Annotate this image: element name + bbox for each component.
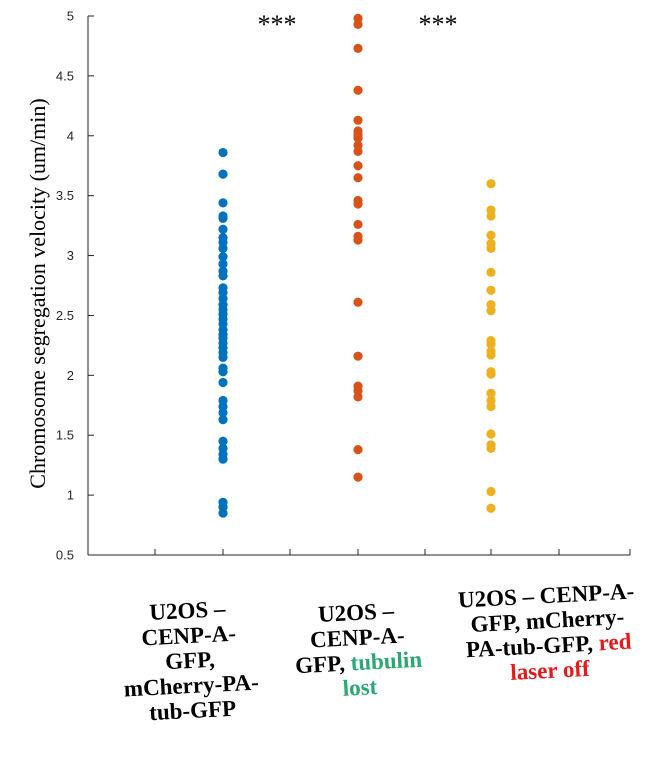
data-point xyxy=(486,211,496,221)
y-tick-label: 1 xyxy=(67,488,74,503)
data-point xyxy=(486,486,496,497)
data-point xyxy=(486,243,496,253)
data-point xyxy=(218,198,228,208)
category-label-2: U2OS – CENP-A- GFP, tubulin lost xyxy=(256,595,461,705)
scatter-chart: 0.5 1 1.5 2 2.5 3 3.5 4 4.5 5 *** *** Chromosome … xyxy=(25,9,631,563)
x-axis xyxy=(88,549,631,556)
data-point xyxy=(486,369,496,379)
data-point xyxy=(486,503,496,513)
data-point xyxy=(218,243,228,253)
y-axis: 0.5 1 1.5 2 2.5 3 3.5 4 4.5 5 xyxy=(56,9,94,563)
y-tick-label: 4 xyxy=(67,128,74,143)
data-point xyxy=(486,267,496,277)
y-tick-label: 5 xyxy=(67,9,74,24)
data-point xyxy=(218,352,228,362)
y-tick-label: 2.5 xyxy=(56,308,74,323)
data-point xyxy=(353,297,363,307)
category-label-part: tubulin lost xyxy=(342,646,423,701)
data-point xyxy=(353,472,363,482)
data-point xyxy=(218,415,228,425)
y-tick-label: 3 xyxy=(67,248,74,263)
data-point xyxy=(218,407,228,418)
data-point xyxy=(353,43,363,53)
data-point xyxy=(353,444,363,455)
data-point xyxy=(486,285,496,295)
data-point xyxy=(218,367,228,377)
y-axis-label: Chromosome segregation velocity (um/min) xyxy=(25,98,50,488)
data-point xyxy=(486,179,496,189)
data-point xyxy=(353,199,363,209)
data-point xyxy=(486,350,496,360)
y-tick-label: 2 xyxy=(67,368,74,383)
data-point xyxy=(218,259,228,269)
category-label-part: U2OS – CENP-A- GFP, mCherry-PA-tub-GFP xyxy=(123,596,260,726)
data-point xyxy=(218,213,228,224)
data-point xyxy=(218,436,228,446)
significance-marker-2: *** xyxy=(419,10,458,39)
data-point xyxy=(486,306,496,316)
y-tick-label: 1.5 xyxy=(56,428,74,443)
data-point xyxy=(353,173,363,183)
y-tick-label: 3.5 xyxy=(56,188,74,203)
data-point xyxy=(353,19,363,29)
data-point xyxy=(486,401,496,412)
data-point xyxy=(353,392,363,402)
y-tick-label: 0.5 xyxy=(56,548,74,563)
data-point xyxy=(218,224,228,234)
significance-marker-1: *** xyxy=(258,10,297,39)
data-point xyxy=(218,147,228,158)
data-point xyxy=(218,377,228,388)
y-tick-label: 4.5 xyxy=(56,68,74,83)
data-point xyxy=(218,454,228,464)
data-point xyxy=(486,388,496,398)
data-point xyxy=(353,161,363,171)
data-point xyxy=(353,219,363,230)
category-label-3: U2OS – CENP-A- GFP, mCherry- PA-tub-GFP, r… xyxy=(431,577,666,689)
data-point xyxy=(218,252,228,262)
data-point xyxy=(353,115,363,125)
data-point xyxy=(353,85,363,95)
data-point xyxy=(486,339,496,349)
data-point xyxy=(353,235,363,245)
data-point xyxy=(486,230,496,240)
data-point xyxy=(218,169,228,179)
data-point xyxy=(353,351,363,361)
data-point xyxy=(218,508,228,518)
data-point xyxy=(486,429,496,439)
data-point xyxy=(486,443,496,453)
data-points xyxy=(218,13,496,518)
data-point xyxy=(218,271,228,281)
data-point xyxy=(353,146,363,156)
data-point xyxy=(353,133,363,143)
